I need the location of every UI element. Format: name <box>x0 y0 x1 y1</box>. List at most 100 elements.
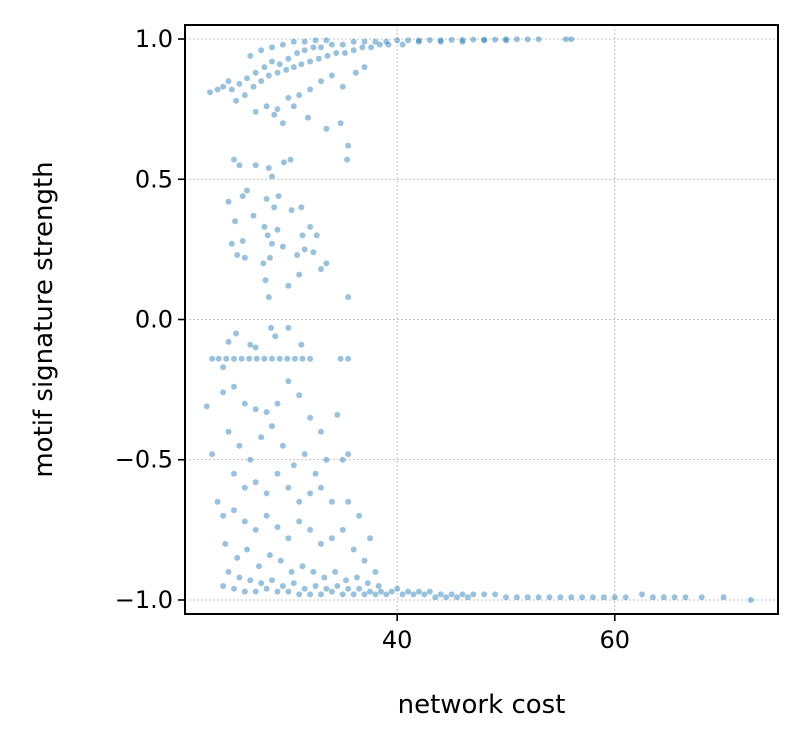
data-point <box>241 92 248 99</box>
data-point <box>353 574 360 581</box>
data-point <box>296 92 303 99</box>
data-point <box>220 583 227 589</box>
data-point <box>432 594 439 601</box>
data-point <box>298 341 305 348</box>
data-point <box>244 546 250 553</box>
data-point <box>682 594 689 601</box>
data-point <box>299 232 306 239</box>
data-point <box>271 204 278 211</box>
data-point <box>344 156 351 163</box>
data-point <box>236 80 243 87</box>
data-point <box>334 583 341 589</box>
data-point <box>503 36 509 43</box>
y-tick-label: −1.0 <box>115 586 173 614</box>
data-point <box>312 470 319 477</box>
data-point <box>345 142 352 149</box>
data-point <box>339 526 346 533</box>
data-point <box>747 597 754 603</box>
data-point <box>481 37 488 44</box>
data-point <box>323 456 330 463</box>
data-point <box>285 55 292 62</box>
data-point <box>264 232 271 239</box>
data-point <box>415 37 422 44</box>
data-point <box>298 61 305 68</box>
data-point <box>307 58 314 65</box>
data-point <box>239 193 246 200</box>
data-point <box>328 498 335 505</box>
data-point <box>271 111 278 118</box>
data-point <box>470 591 477 598</box>
data-point <box>225 338 232 345</box>
data-point <box>241 588 248 595</box>
data-point <box>350 47 357 54</box>
data-point <box>301 585 308 592</box>
data-point <box>262 277 269 284</box>
data-point <box>272 333 279 340</box>
data-point <box>231 156 237 163</box>
data-point <box>231 383 237 390</box>
data-point <box>388 588 395 595</box>
data-point <box>305 114 311 121</box>
data-point <box>288 207 295 214</box>
data-point <box>285 324 292 331</box>
data-point <box>277 557 284 564</box>
data-point <box>535 594 542 601</box>
data-point <box>394 585 401 592</box>
data-point <box>405 37 412 44</box>
data-point <box>290 580 297 587</box>
data-point <box>266 552 273 559</box>
y-tick-label: 0.0 <box>135 306 173 334</box>
data-point <box>252 526 259 533</box>
data-point <box>328 41 335 48</box>
data-point <box>232 218 239 225</box>
data-point <box>225 568 232 575</box>
data-point <box>448 36 455 43</box>
data-point <box>247 577 254 584</box>
data-point <box>334 411 341 418</box>
data-point <box>350 591 357 598</box>
data-point <box>622 594 629 601</box>
data-point <box>290 38 297 45</box>
data-point <box>394 37 401 44</box>
data-point <box>546 594 553 601</box>
data-point <box>333 50 340 56</box>
data-point <box>223 355 230 362</box>
data-point <box>276 355 283 362</box>
data-point <box>307 490 314 497</box>
data-point <box>276 61 283 68</box>
data-point <box>307 526 314 533</box>
data-point <box>244 75 250 82</box>
data-point <box>298 204 305 211</box>
data-point <box>281 159 287 166</box>
y-tick-label: 0.5 <box>135 165 173 193</box>
data-point <box>383 38 390 45</box>
data-point <box>313 232 320 239</box>
data-point <box>315 55 322 62</box>
data-point <box>253 355 260 362</box>
x-axis-label: network cost <box>398 690 566 720</box>
data-point <box>247 341 254 348</box>
data-point <box>247 456 254 463</box>
data-point <box>238 355 245 362</box>
data-point <box>611 594 618 601</box>
data-point <box>376 41 383 48</box>
data-point <box>464 594 471 601</box>
data-point <box>345 498 352 505</box>
data-point <box>524 36 531 43</box>
data-point <box>307 414 314 421</box>
data-point <box>294 50 301 56</box>
data-point <box>269 44 275 51</box>
data-point <box>283 66 290 73</box>
data-point <box>269 423 275 430</box>
data-point <box>639 591 645 598</box>
data-point <box>285 535 292 542</box>
data-point <box>323 260 330 267</box>
data-point <box>345 355 352 362</box>
data-point <box>339 41 346 48</box>
data-point <box>513 594 520 601</box>
data-point <box>214 498 221 505</box>
data-point <box>307 355 314 362</box>
data-point <box>307 223 314 230</box>
data-point <box>256 563 262 570</box>
